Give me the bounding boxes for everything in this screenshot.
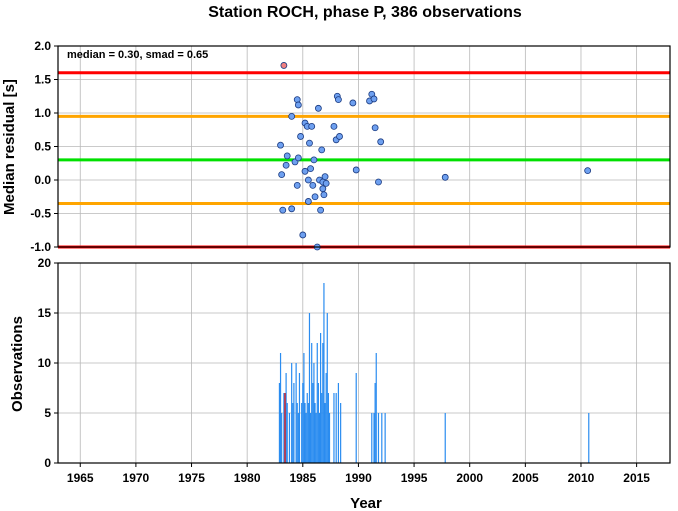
residual-point: [377, 138, 385, 146]
residual-point: [336, 133, 343, 140]
residual-y-ticks: -1.0 -0.5 0.0 0.5 1.0 1.5 2.0: [30, 39, 58, 254]
residual-point: [371, 124, 379, 132]
x-tick-label: 1985: [289, 471, 316, 485]
residual-point: [321, 173, 329, 181]
y-tick-label: 1.5: [34, 73, 51, 87]
residual-point: [304, 198, 312, 205]
residual-point: [294, 154, 302, 162]
year-x-ticks: 1965 1970 1975 1980 1985 1990 1995 2000 2005 2010…: [67, 463, 650, 485]
figure-title: Station ROCH, phase P, 386 observations: [208, 4, 522, 21]
residual-point: [278, 171, 286, 179]
y-tick-label: 0.5: [34, 140, 51, 154]
residual-point: [299, 231, 307, 239]
residual-panel: -1.0 -0.5 0.0 0.5 1.0 1.5 2.0 median = 0.30, s…: [1, 39, 671, 254]
residual-point: [318, 146, 326, 154]
x-tick-label: 1965: [67, 471, 94, 485]
residual-point: [314, 104, 322, 112]
residual-point: [375, 178, 382, 186]
residual-point: [309, 181, 317, 189]
x-tick-label: 2000: [456, 471, 483, 485]
residual-point: [322, 179, 330, 187]
y-tick-label: 2.0: [34, 39, 51, 53]
y-tick-label: 0.0: [34, 173, 51, 187]
x-tick-label: 2005: [512, 471, 539, 485]
observation-bars: [278, 283, 590, 463]
residual-point-highlight: [280, 62, 288, 69]
y-tick-label: 1.0: [34, 106, 51, 120]
residual-point: [441, 173, 449, 181]
observations-y-axis-label: Observations: [9, 316, 26, 412]
x-tick-label: 1995: [401, 471, 428, 485]
residual-grid: [58, 45, 670, 248]
residual-y-axis-label: Median residual [s]: [1, 79, 18, 215]
y-tick-label: 5: [44, 406, 51, 420]
y-tick-label: 0: [44, 456, 51, 470]
y-tick-label: -1.0: [30, 240, 51, 254]
residual-point: [301, 167, 309, 175]
residual-point: [335, 96, 342, 103]
residual-point: [293, 96, 301, 103]
residual-point: [349, 99, 357, 107]
observations-panel: 0 5 10 15 20 1965 1970 1975 1980 1985 1990 1995 200…: [9, 256, 671, 511]
x-axis-label: Year: [350, 495, 382, 511]
residual-point: [283, 152, 291, 160]
residual-point: [297, 133, 304, 140]
x-tick-label: 2010: [568, 471, 595, 485]
residual-point: [584, 167, 592, 175]
median-annotation: median = 0.30, smad = 0.65: [67, 49, 208, 61]
residual-point: [306, 139, 313, 147]
residual-point: [317, 206, 325, 214]
residual-point: [304, 176, 312, 184]
x-tick-label: 1980: [234, 471, 261, 485]
residual-point: [288, 205, 296, 213]
residual-point: [294, 101, 302, 109]
residual-points: [277, 62, 592, 251]
reference-lines: [58, 71, 670, 249]
x-tick-label: 1970: [123, 471, 150, 485]
x-tick-label: 2015: [623, 471, 650, 485]
residual-point: [320, 191, 328, 199]
y-tick-label: -0.5: [30, 207, 51, 221]
residual-point: [308, 123, 316, 130]
residual-point: [330, 123, 338, 130]
residual-point: [307, 165, 314, 173]
residual-point: [311, 193, 319, 201]
observations-y-ticks: 0 5 10 15 20: [38, 256, 58, 470]
residual-point: [293, 181, 301, 189]
x-tick-label: 1975: [178, 471, 205, 485]
residual-point: [288, 112, 296, 120]
residual-point: [352, 166, 360, 174]
residual-point: [277, 141, 284, 149]
observations-grid: [58, 262, 670, 464]
y-tick-label: 20: [38, 256, 52, 270]
y-tick-label: 10: [38, 356, 52, 370]
residual-point: [370, 95, 378, 103]
residual-point: [319, 185, 327, 193]
residual-point: [282, 161, 290, 169]
residual-point: [279, 206, 287, 214]
y-tick-label: 15: [38, 306, 52, 320]
x-tick-label: 1990: [345, 471, 372, 485]
residual-point: [310, 156, 318, 164]
